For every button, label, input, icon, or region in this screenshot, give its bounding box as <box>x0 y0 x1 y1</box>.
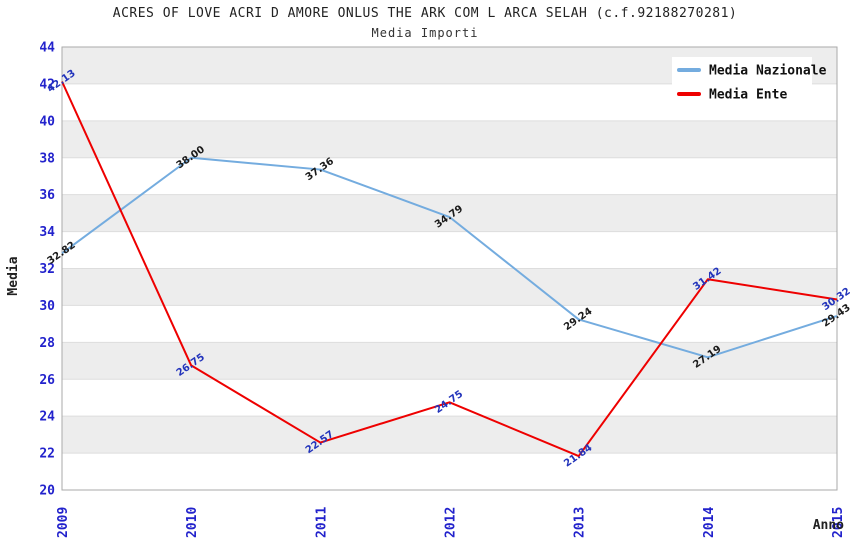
data-label: 24.75 <box>433 389 465 416</box>
plot-band <box>62 416 837 454</box>
y-tick-label: 24 <box>39 410 55 425</box>
plot-band <box>62 342 837 380</box>
y-axis-title: Media <box>6 256 21 295</box>
y-tick-label: 20 <box>39 484 55 499</box>
y-tick-label: 22 <box>39 447 55 462</box>
x-axis-title: Anno <box>813 518 844 533</box>
y-tick-label: 34 <box>39 225 55 240</box>
data-label: 37.36 <box>304 156 336 183</box>
plot-border <box>61 46 838 491</box>
plot-band <box>62 268 837 306</box>
x-tick-label: 2013 <box>573 507 588 538</box>
plot-band <box>62 120 837 158</box>
y-tick-label: 28 <box>39 336 55 351</box>
y-tick-label: 38 <box>39 151 55 166</box>
plot-band <box>62 194 837 232</box>
y-tick-label: 36 <box>39 188 55 203</box>
x-tick-label: 2010 <box>185 507 200 538</box>
x-tick-label: 2014 <box>702 507 717 538</box>
chart-subtitle: Media Importi <box>371 26 479 40</box>
y-tick-label: 32 <box>39 262 55 277</box>
chart-title: ACRES OF LOVE ACRI D AMORE ONLUS THE ARK… <box>112 6 738 21</box>
y-tick-label: 26 <box>39 373 55 388</box>
legend-label-media-nazionale: Media Nazionale <box>709 64 827 79</box>
legend-label-media-ente: Media Ente <box>709 88 787 103</box>
x-tick-label: 2012 <box>444 507 459 538</box>
y-tick-label: 30 <box>39 299 55 314</box>
y-tick-label: 40 <box>39 114 55 129</box>
x-tick-label: 2009 <box>56 507 71 538</box>
x-tick-label: 2011 <box>314 507 329 538</box>
y-tick-label: 42 <box>39 77 55 92</box>
x-tick-label: 2015 <box>831 507 846 538</box>
y-tick-label: 44 <box>39 41 55 56</box>
series-line-media-nazionale <box>61 156 838 359</box>
series-line-media-ente <box>61 81 838 458</box>
